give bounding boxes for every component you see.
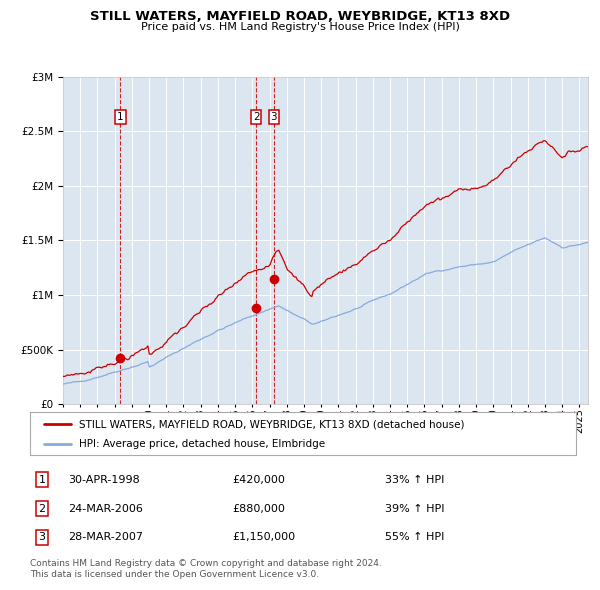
Text: 3: 3 [271, 112, 277, 122]
Text: 1: 1 [117, 112, 124, 122]
Text: STILL WATERS, MAYFIELD ROAD, WEYBRIDGE, KT13 8XD: STILL WATERS, MAYFIELD ROAD, WEYBRIDGE, … [90, 10, 510, 23]
Text: Contains HM Land Registry data © Crown copyright and database right 2024.
This d: Contains HM Land Registry data © Crown c… [30, 559, 382, 579]
Text: £1,150,000: £1,150,000 [232, 532, 295, 542]
Text: 2: 2 [38, 504, 46, 514]
Text: 55% ↑ HPI: 55% ↑ HPI [385, 532, 444, 542]
Text: Price paid vs. HM Land Registry's House Price Index (HPI): Price paid vs. HM Land Registry's House … [140, 22, 460, 32]
Text: 33% ↑ HPI: 33% ↑ HPI [385, 475, 444, 485]
Text: 3: 3 [38, 532, 46, 542]
Text: 1: 1 [38, 475, 46, 485]
Text: HPI: Average price, detached house, Elmbridge: HPI: Average price, detached house, Elmb… [79, 439, 325, 449]
Text: 30-APR-1998: 30-APR-1998 [68, 475, 140, 485]
Text: STILL WATERS, MAYFIELD ROAD, WEYBRIDGE, KT13 8XD (detached house): STILL WATERS, MAYFIELD ROAD, WEYBRIDGE, … [79, 419, 464, 429]
Text: 2: 2 [253, 112, 260, 122]
Text: 28-MAR-2007: 28-MAR-2007 [68, 532, 143, 542]
Text: 24-MAR-2006: 24-MAR-2006 [68, 504, 143, 514]
Text: £880,000: £880,000 [232, 504, 285, 514]
Text: £420,000: £420,000 [232, 475, 285, 485]
Text: 39% ↑ HPI: 39% ↑ HPI [385, 504, 445, 514]
